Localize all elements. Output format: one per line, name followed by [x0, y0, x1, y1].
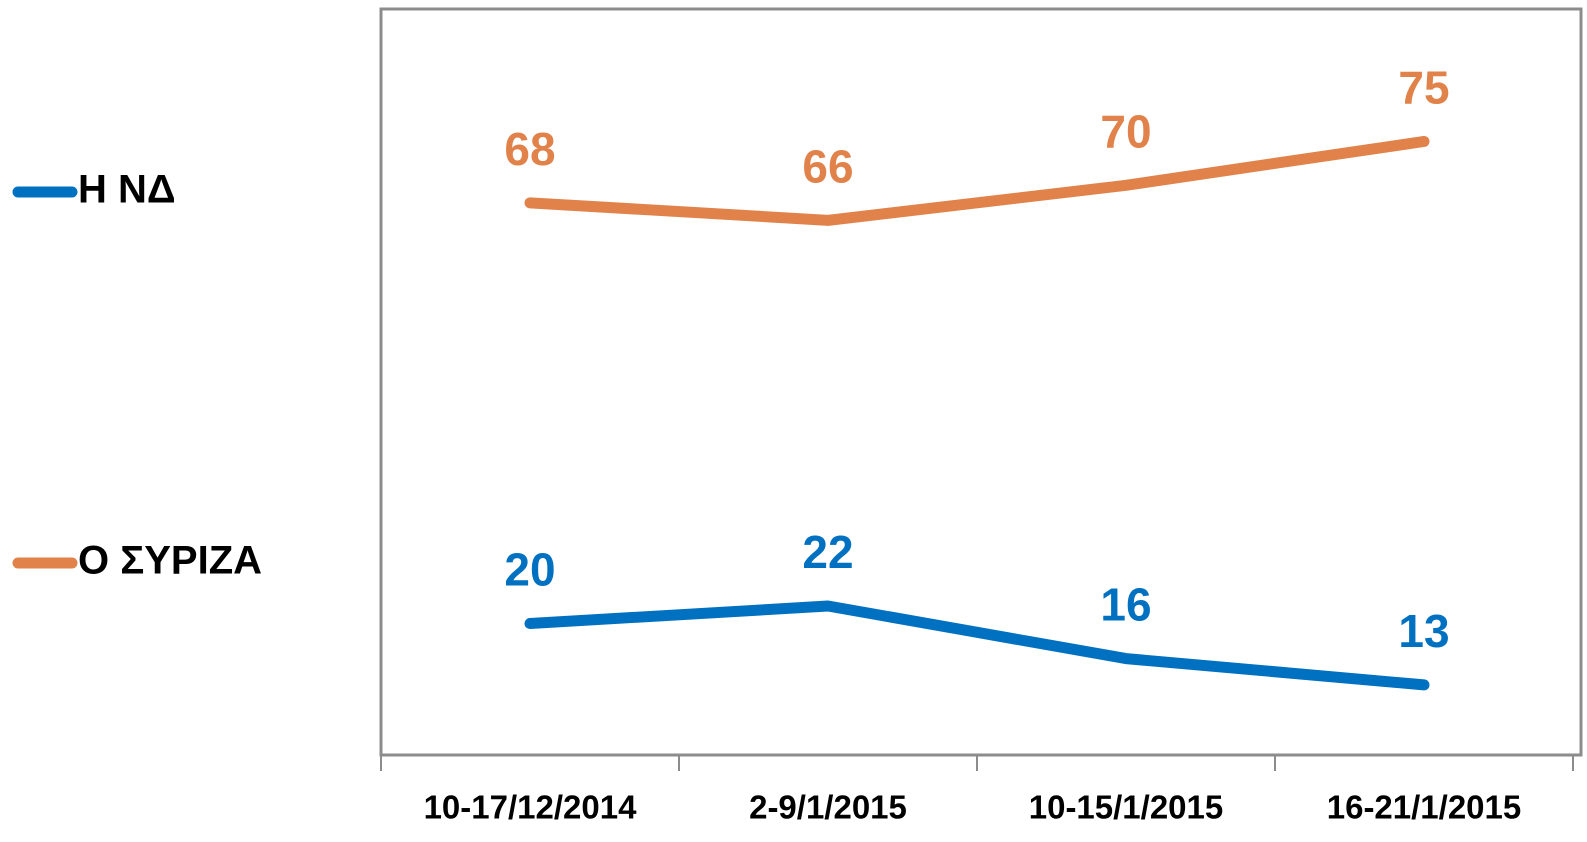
data-label: 68	[504, 123, 555, 175]
data-label: 70	[1100, 105, 1151, 157]
data-label: 75	[1398, 62, 1449, 114]
x-tick-label: 10-15/1/2015	[1029, 789, 1224, 826]
data-label: 22	[802, 526, 853, 578]
data-label: 66	[802, 141, 853, 193]
legend-label: Η ΝΔ	[78, 168, 176, 212]
data-label: 16	[1100, 579, 1151, 631]
x-tick-label: 2-9/1/2015	[749, 789, 907, 826]
series-line	[524, 600, 1430, 691]
legend-label: Ο ΣΥΡΙΖΑ	[78, 539, 262, 583]
series-line	[524, 135, 1430, 226]
x-tick-label: 16-21/1/2015	[1327, 789, 1522, 826]
x-tick-label: 10-17/12/2014	[424, 789, 638, 826]
data-label: 20	[504, 544, 555, 596]
plot-frame	[379, 7, 1583, 757]
data-label: 13	[1398, 605, 1449, 657]
